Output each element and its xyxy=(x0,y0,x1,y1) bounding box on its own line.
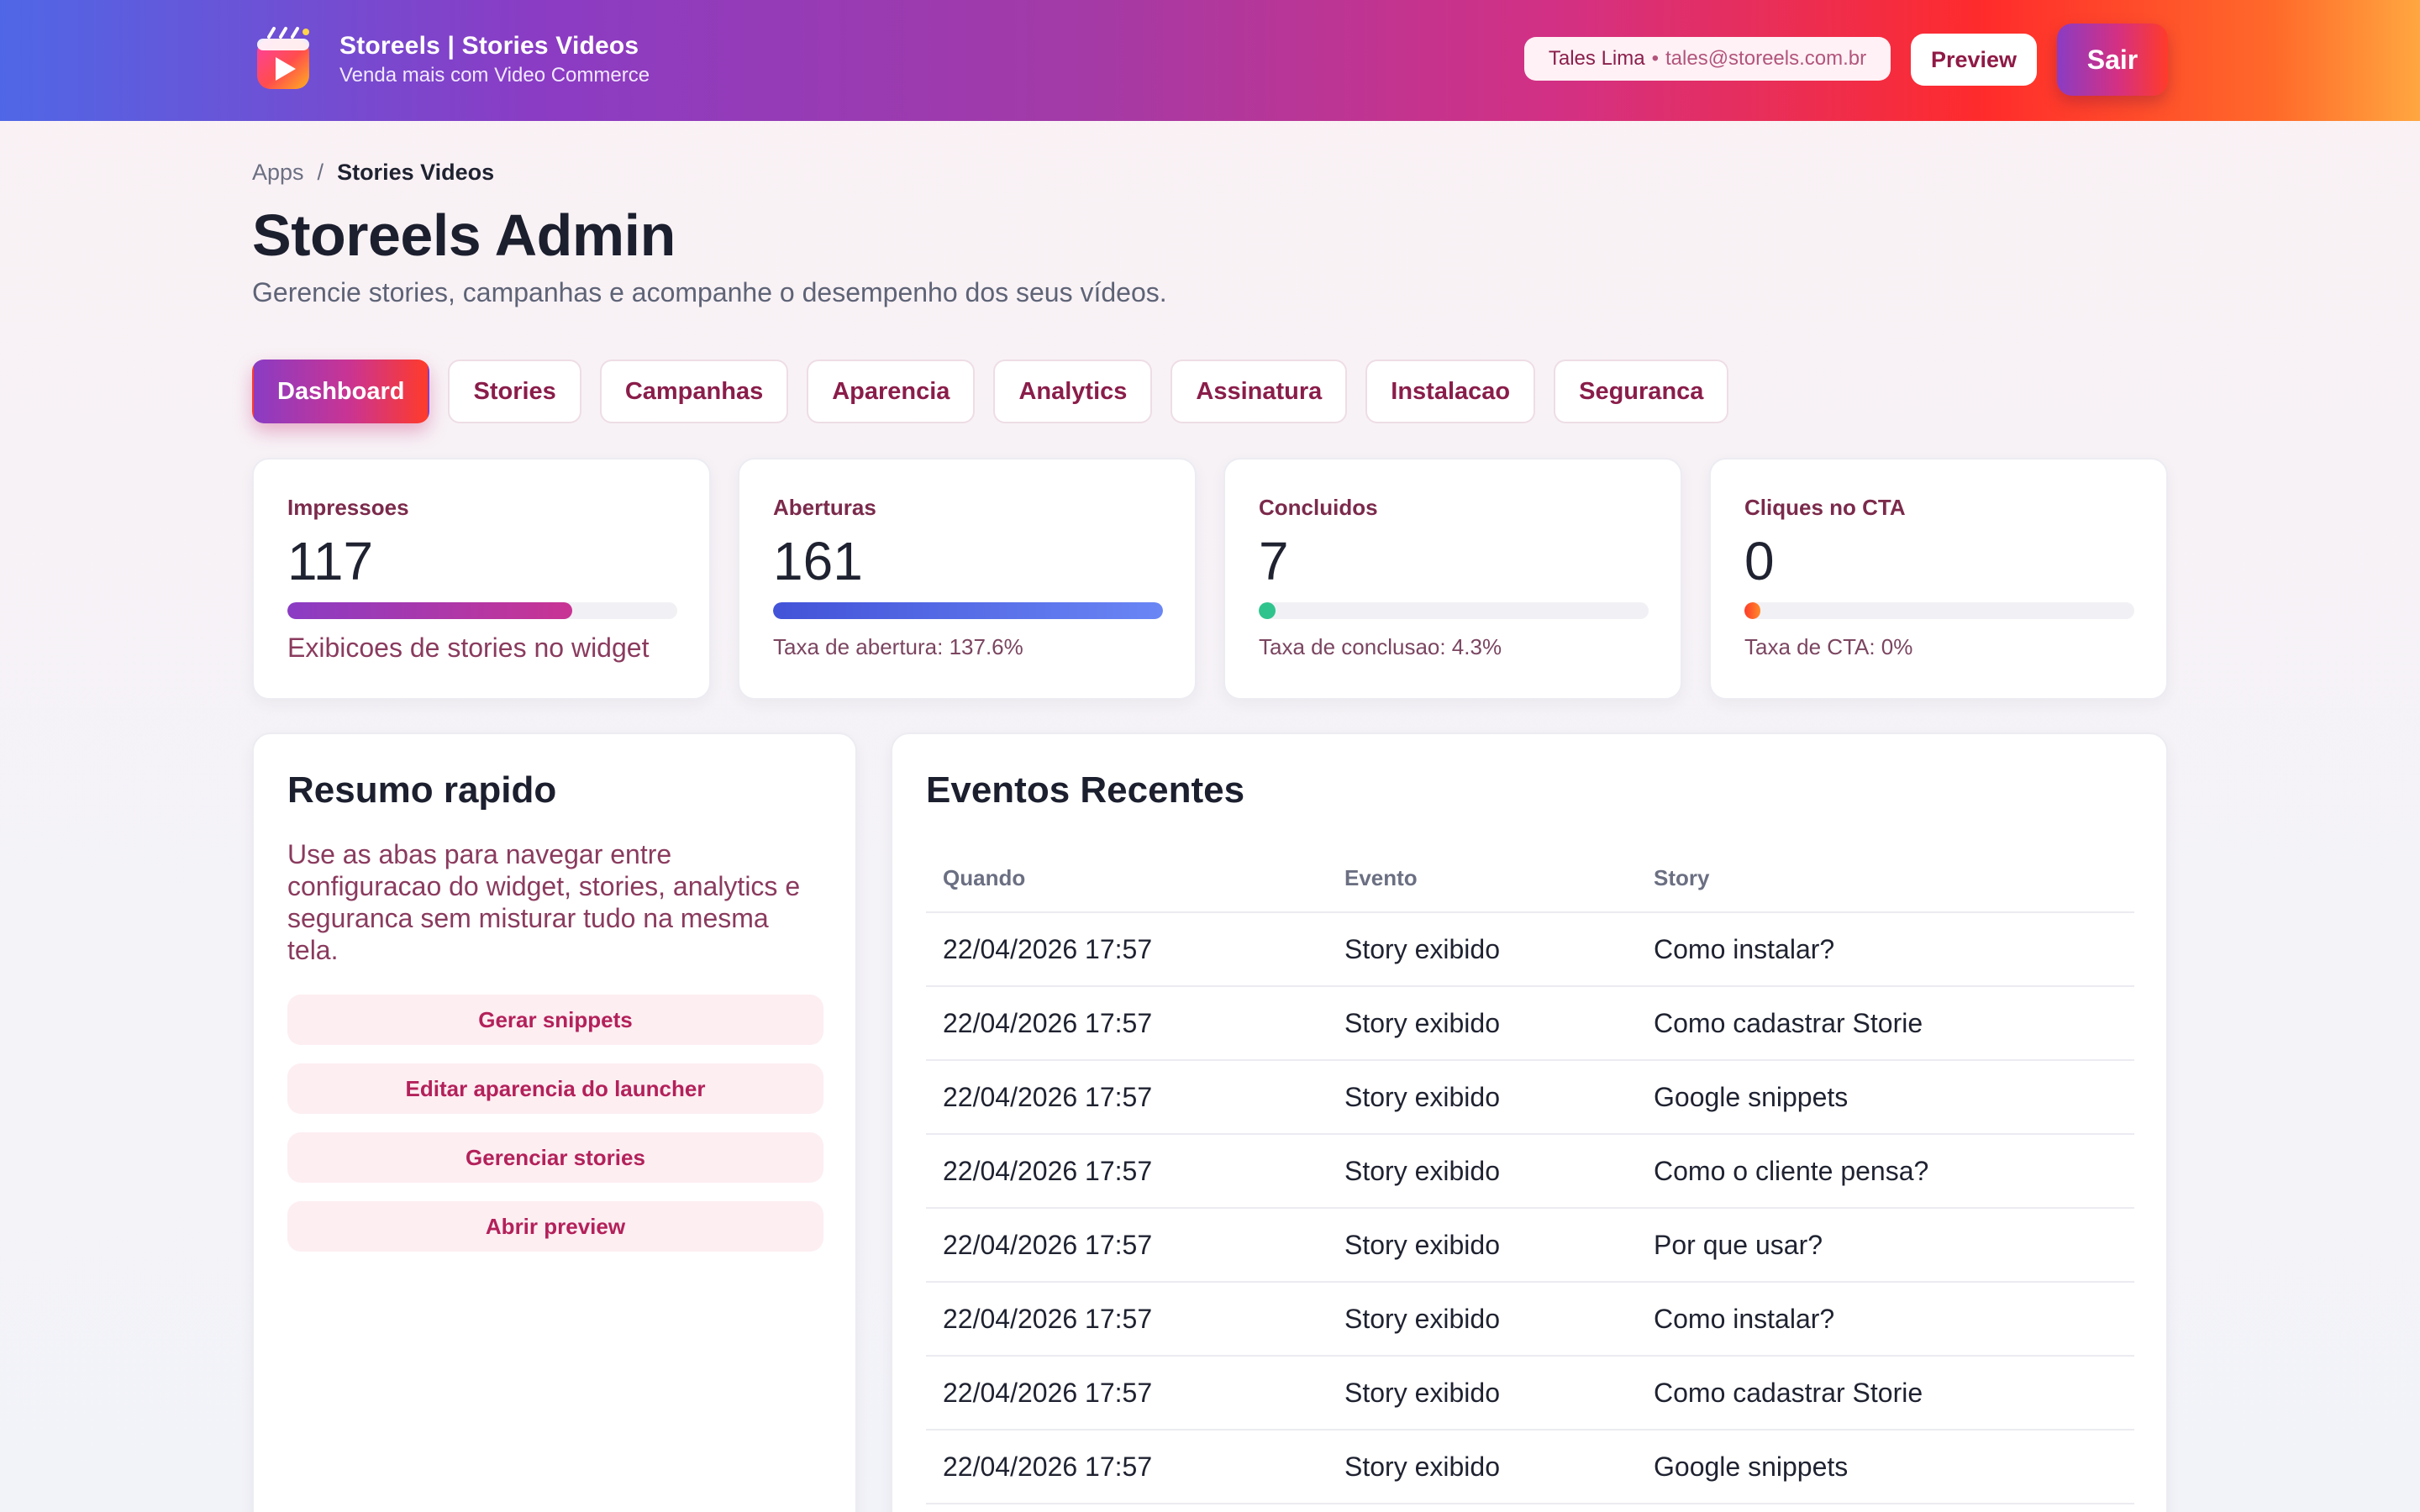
table-header-row: Quando Evento Story xyxy=(926,845,2134,913)
event-type: Story exibido xyxy=(1328,1208,1637,1283)
event-story: Como instalar? xyxy=(1637,1282,2134,1357)
table-row: 22/04/2026 17:57 Story exibido Por que u… xyxy=(926,1208,2134,1283)
manage-stories-button[interactable]: Gerenciar stories xyxy=(287,1132,823,1183)
tab-stories[interactable]: Stories xyxy=(448,360,581,423)
event-type: Story exibido xyxy=(1328,1060,1637,1135)
stat-progress-fill xyxy=(773,602,1163,619)
tab-analytics[interactable]: Analytics xyxy=(993,360,1153,423)
stat-value: 161 xyxy=(773,531,863,591)
event-time: 22/04/2026 17:57 xyxy=(926,1208,1328,1283)
event-story: Como o cliente pensa? xyxy=(1637,1134,2134,1209)
event-type: Story exibido xyxy=(1328,1134,1637,1209)
generate-snippets-button[interactable]: Gerar snippets xyxy=(287,995,823,1045)
stat-progress-track xyxy=(773,602,1163,619)
summary-actions: Gerar snippets Editar aparencia do launc… xyxy=(287,995,823,1252)
event-type: Story exibido xyxy=(1328,1356,1637,1431)
stat-note: Exibicoes de stories no widget xyxy=(287,633,650,663)
column-header-quando: Quando xyxy=(926,845,1328,913)
breadcrumb-current: Stories Videos xyxy=(337,160,495,185)
stat-label: Aberturas xyxy=(773,495,876,520)
page-title: Storeels Admin xyxy=(252,202,676,268)
logout-button[interactable]: Sair xyxy=(2057,24,2168,96)
open-preview-button[interactable]: Abrir preview xyxy=(287,1201,823,1252)
table-row: 22/04/2026 17:57 Story exibido Como cada… xyxy=(926,986,2134,1061)
tab-aparencia[interactable]: Aparencia xyxy=(807,360,976,423)
table-row: 22/04/2026 17:57 Story exibido Como inst… xyxy=(926,912,2134,987)
video-play-icon[interactable] xyxy=(252,25,314,94)
tab-campanhas[interactable]: Campanhas xyxy=(599,360,789,423)
stat-value: 7 xyxy=(1259,531,1289,591)
breadcrumb-root[interactable]: Apps xyxy=(252,160,304,185)
user-name: Tales Lima xyxy=(1548,47,1645,70)
column-header-evento: Evento xyxy=(1328,845,1637,913)
event-type: Story exibido xyxy=(1328,1430,1637,1504)
stat-note: Taxa de CTA: 0% xyxy=(1744,634,1913,659)
event-story: Como cadastrar Storie xyxy=(1637,986,2134,1061)
stat-value: 0 xyxy=(1744,531,1775,591)
stat-note: Taxa de abertura: 137.6% xyxy=(773,634,1023,659)
stat-card-impressoes: Impressoes 117 Exibicoes de stories no w… xyxy=(252,458,711,700)
stat-progress-track xyxy=(1259,602,1649,619)
event-type: Story exibido xyxy=(1328,1282,1637,1357)
table-row: 22/04/2026 17:57 Story exibido Como inst… xyxy=(926,1282,2134,1357)
breadcrumb-separator: / xyxy=(317,160,324,185)
event-time: 22/04/2026 17:57 xyxy=(926,1134,1328,1209)
event-time: 22/04/2026 17:57 xyxy=(926,912,1328,987)
stat-progress-fill xyxy=(287,602,572,619)
summary-title: Resumo rapido xyxy=(287,769,557,811)
app-subtitle: Venda mais com Video Commerce xyxy=(339,64,650,87)
tab-seguranca[interactable]: Seguranca xyxy=(1554,360,1729,423)
stat-card-concluidos: Concluidos 7 Taxa de conclusao: 4.3% xyxy=(1223,458,1682,700)
table-row: 22/04/2026 17:57 Story exibido Como o cl… xyxy=(926,1134,2134,1209)
event-story: Por que usar? xyxy=(1637,1208,2134,1283)
user-chip: Tales Lima • tales@storeels.com.br xyxy=(1524,37,1891,81)
tab-instalacao[interactable]: Instalacao xyxy=(1365,360,1536,423)
preview-button[interactable]: Preview xyxy=(1911,34,2037,86)
event-story: Google snippets xyxy=(1637,1060,2134,1135)
table-row: 22/04/2026 17:57 Story exibido Como cada… xyxy=(926,1356,2134,1431)
stat-card-aberturas: Aberturas 161 Taxa de abertura: 137.6% xyxy=(738,458,1197,700)
summary-card: Resumo rapido Use as abas para navegar e… xyxy=(252,732,857,1512)
top-header: Storeels | Stories Videos Venda mais com… xyxy=(0,0,2420,121)
summary-text: Use as abas para navegar entre configura… xyxy=(287,839,801,965)
edit-launcher-appearance-button[interactable]: Editar aparencia do launcher xyxy=(287,1063,823,1114)
event-story: Google snippets xyxy=(1637,1430,2134,1504)
events-title: Eventos Recentes xyxy=(926,769,1245,811)
event-story: Como instalar? xyxy=(1637,912,2134,987)
event-time: 22/04/2026 17:57 xyxy=(926,1060,1328,1135)
user-separator: • xyxy=(1651,47,1659,70)
tab-dashboard[interactable]: Dashboard xyxy=(252,360,430,423)
event-story: Como cadastrar Storie xyxy=(1637,1356,2134,1431)
tab-bar: Dashboard Stories Campanhas Aparencia An… xyxy=(252,360,1729,423)
user-email: tales@storeels.com.br xyxy=(1665,47,1867,70)
stat-note: Taxa de conclusao: 4.3% xyxy=(1259,634,1502,659)
event-time: 22/04/2026 17:57 xyxy=(926,1356,1328,1431)
event-time: 22/04/2026 17:57 xyxy=(926,986,1328,1061)
stat-label: Impressoes xyxy=(287,495,409,520)
event-time: 22/04/2026 17:57 xyxy=(926,1282,1328,1357)
events-table: Quando Evento Story 22/04/2026 17:57 Sto… xyxy=(926,845,2134,1504)
stat-progress-fill xyxy=(1259,602,1276,619)
stat-progress-fill xyxy=(1744,602,1761,619)
stat-label: Cliques no CTA xyxy=(1744,495,1906,520)
page-subtitle: Gerencie stories, campanhas e acompanhe … xyxy=(252,277,1167,307)
event-type: Story exibido xyxy=(1328,912,1637,987)
table-row: 22/04/2026 17:57 Story exibido Google sn… xyxy=(926,1430,2134,1504)
event-type: Story exibido xyxy=(1328,986,1637,1061)
event-time: 22/04/2026 17:57 xyxy=(926,1430,1328,1504)
app-title: Storeels | Stories Videos xyxy=(339,32,639,60)
stat-card-cliques-cta: Cliques no CTA 0 Taxa de CTA: 0% xyxy=(1709,458,2168,700)
tab-assinatura[interactable]: Assinatura xyxy=(1171,360,1348,423)
stat-label: Concluidos xyxy=(1259,495,1378,520)
stat-progress-track xyxy=(287,602,677,619)
table-row: 22/04/2026 17:57 Story exibido Google sn… xyxy=(926,1060,2134,1135)
stat-progress-track xyxy=(1744,602,2134,619)
breadcrumb: Apps / Stories Videos xyxy=(252,160,494,186)
column-header-story: Story xyxy=(1637,845,2134,913)
events-card: Eventos Recentes Quando Evento Story 22/… xyxy=(891,732,2168,1512)
stat-value: 117 xyxy=(287,531,374,591)
